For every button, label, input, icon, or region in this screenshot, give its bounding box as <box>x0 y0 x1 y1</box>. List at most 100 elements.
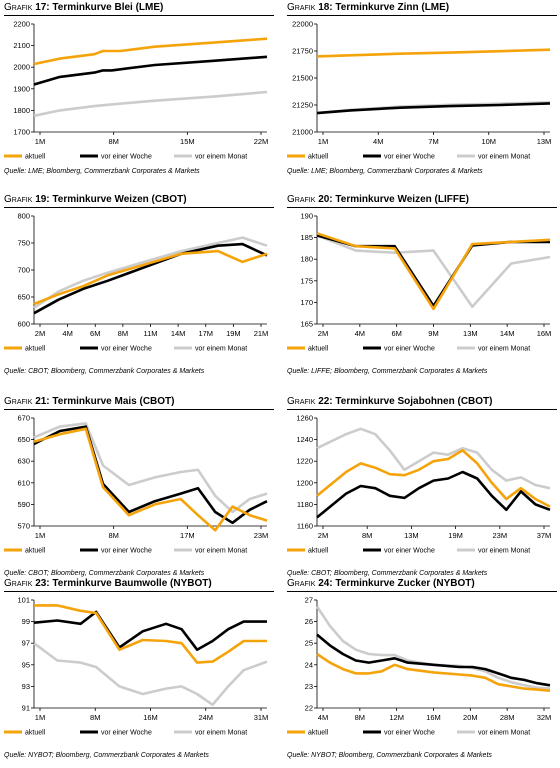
grafik-number: 20: <box>318 194 333 205</box>
x-tick-label: 8M <box>108 137 118 146</box>
chart-panel-24: Grafik 24: Terminkurve Zucker (NYBOT) 22… <box>287 578 557 768</box>
line-chart: 570 590 610 630 650 670 1M 8M 17M 23M aktuell vor e… <box>4 414 269 555</box>
x-tick-label: 17M <box>198 329 213 338</box>
series-line-aktuell <box>316 48 551 58</box>
y-tick-label: 600 <box>17 320 30 329</box>
legend-label: vor einem Monat <box>478 154 530 161</box>
x-tick-label: 20M <box>463 713 478 722</box>
source-note: Quelle: NYBOT; Bloomberg, Commerzbank Co… <box>287 752 492 759</box>
panel-title: Grafik 18: Terminkurve Zinn (LME) <box>287 2 557 16</box>
y-tick-label: 170 <box>300 298 313 307</box>
line-chart: 22 23 24 25 26 27 4M 8M 12M 16M 20M 28M 32M aktuell vo… <box>287 596 551 737</box>
legend-label: aktuell <box>308 346 329 353</box>
panel-title: Grafik 17: Terminkurve Blei (LME) <box>4 2 274 16</box>
series-line-aktuell <box>316 652 551 692</box>
legend-label: vor einer Woche <box>384 346 435 353</box>
x-tick-label: 8M <box>355 713 365 722</box>
legend-label: aktuell <box>25 346 46 353</box>
x-tick-label: 2M <box>318 329 328 338</box>
x-tick-label: 21M <box>254 329 269 338</box>
legend-label: vor einem Monat <box>478 346 530 353</box>
grafik-label: Grafik <box>4 2 33 13</box>
grafik-number: 24: <box>318 578 333 589</box>
x-tick-label: 4M <box>62 329 72 338</box>
legend-label: vor einer Woche <box>101 730 152 737</box>
source-note: Quelle: LME; Bloomberg, Commerzbank Corp… <box>4 168 200 175</box>
panel-title: Grafik 22: Terminkurve Sojabohnen (CBOT) <box>287 396 557 410</box>
x-tick-label: 10M <box>481 137 496 146</box>
series-line-monat <box>33 642 268 707</box>
y-tick-label: 1700 <box>13 128 30 137</box>
x-tick-label: 19M <box>448 531 463 540</box>
legend-label: vor einer Woche <box>101 154 152 161</box>
y-tick-label: 650 <box>17 293 30 302</box>
legend-label: vor einer Woche <box>101 346 152 353</box>
x-tick-label: 23M <box>254 531 269 540</box>
series-line-aktuell <box>33 249 268 306</box>
y-tick-label: 91 <box>22 704 30 713</box>
x-tick-label: 23M <box>493 531 508 540</box>
line-chart: 600 650 700 750 800 2M 4M 6M 8M 11M 14M 17M 19M 21M ak… <box>4 212 269 353</box>
x-tick-label: 16M <box>143 713 158 722</box>
grafik-title: Terminkurve Blei (LME) <box>52 2 164 13</box>
grafik-title: Terminkurve Mais (CBOT) <box>52 396 175 407</box>
y-tick-label: 1240 <box>296 435 313 444</box>
x-tick-label: 17M <box>180 531 195 540</box>
x-tick-label: 8M <box>118 329 128 338</box>
panel-title: Grafik 19: Terminkurve Weizen (CBOT) <box>4 194 274 208</box>
y-tick-label: 650 <box>17 435 30 444</box>
y-tick-label: 2100 <box>13 41 30 50</box>
x-tick-label: 28M <box>500 713 515 722</box>
series-line-monat <box>33 90 268 118</box>
legend-label: vor einer Woche <box>101 548 152 555</box>
y-tick-label: 800 <box>17 212 30 221</box>
y-tick-label: 180 <box>300 255 313 264</box>
grafik-title: Terminkurve Weizen (CBOT) <box>52 194 187 205</box>
grafik-label: Grafik <box>287 578 316 589</box>
y-tick-label: 22000 <box>292 20 313 29</box>
series-line-monat <box>33 236 268 309</box>
grafik-label: Grafik <box>4 396 33 407</box>
chart-panel-18: Grafik 18: Terminkurve Zinn (LME) 21000 2… <box>287 2 557 192</box>
chart-panel-22: Grafik 22: Terminkurve Sojabohnen (CBOT)… <box>287 396 557 586</box>
x-tick-label: 16M <box>537 329 552 338</box>
source-note: Quelle: NYBOT; Bloomberg, Commerzbank Co… <box>4 752 209 759</box>
panel-title: Grafik 21: Terminkurve Mais (CBOT) <box>4 396 274 410</box>
series-line-woche <box>33 55 268 86</box>
legend-label: vor einer Woche <box>384 154 435 161</box>
y-tick-label: 670 <box>17 414 30 423</box>
grafik-title: Terminkurve Zinn (LME) <box>335 2 450 13</box>
y-tick-label: 99 <box>22 617 30 626</box>
grafik-label: Grafik <box>4 194 33 205</box>
source-note: Quelle: CBOT; Bloomberg, Commerzbank Cor… <box>4 570 205 577</box>
x-tick-label: 14M <box>500 329 515 338</box>
x-tick-label: 31M <box>254 713 269 722</box>
grafik-title: Terminkurve Zucker (NYBOT) <box>335 578 475 589</box>
x-tick-label: 15M <box>180 137 195 146</box>
y-tick-label: 750 <box>17 239 30 248</box>
x-tick-label: 22M <box>254 137 269 146</box>
legend-label: aktuell <box>308 154 329 161</box>
y-tick-label: 21500 <box>292 74 313 83</box>
y-tick-label: 21250 <box>292 101 313 110</box>
y-tick-label: 21750 <box>292 47 313 56</box>
x-tick-label: 8M <box>362 531 372 540</box>
x-tick-label: 9M <box>428 329 438 338</box>
x-tick-label: 1M <box>318 137 328 146</box>
y-tick-label: 175 <box>300 276 313 285</box>
grafik-label: Grafik <box>4 578 33 589</box>
series-line-aktuell <box>316 449 551 508</box>
x-tick-label: 6M <box>90 329 100 338</box>
line-chart: 21000 21250 21500 21750 22000 1M 4M 7M 10M 13M akt… <box>287 20 551 161</box>
legend-label: aktuell <box>308 548 329 555</box>
legend-label: vor einem Monat <box>195 346 247 353</box>
x-tick-label: 4M <box>355 329 365 338</box>
grafik-label: Grafik <box>287 2 316 13</box>
x-tick-label: 1M <box>35 531 45 540</box>
series-line-aktuell <box>33 427 268 532</box>
x-tick-label: 13M <box>404 531 419 540</box>
grafik-number: 17: <box>35 2 50 13</box>
grafik-title: Terminkurve Baumwolle (NYBOT) <box>52 578 212 589</box>
x-tick-label: 7M <box>428 137 438 146</box>
x-tick-label: 2M <box>35 329 45 338</box>
